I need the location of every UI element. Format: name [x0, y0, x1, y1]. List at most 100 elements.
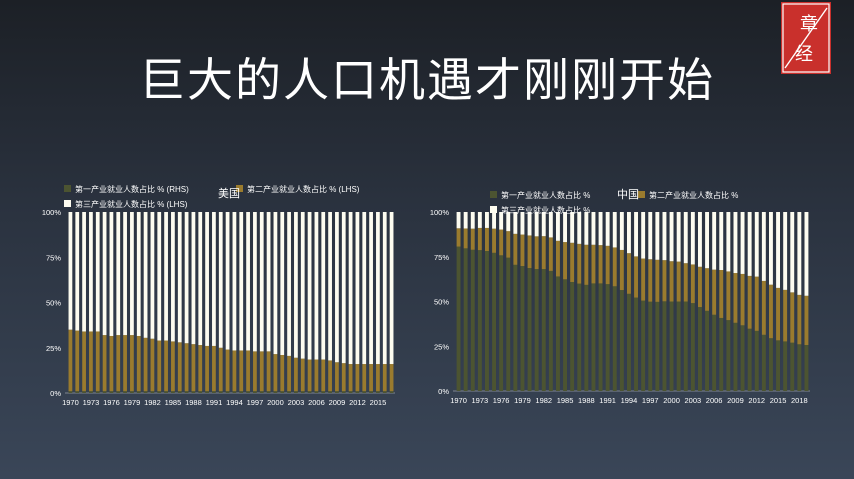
bar-segment: [239, 212, 244, 351]
bar-segment: [797, 344, 802, 391]
legend-swatch: [490, 206, 497, 213]
bar-segment: [513, 233, 518, 265]
brand-logo: 章 经: [781, 2, 831, 74]
bar-segment: [164, 212, 168, 341]
bar-segment: [690, 212, 695, 265]
bar-segment: [783, 341, 788, 391]
bar-segment: [177, 342, 182, 392]
bar-segment: [300, 358, 305, 392]
bar-segment: [184, 391, 189, 393]
bar-segment: [676, 301, 681, 391]
legend-label: 第二产业就业人数占比 %: [649, 190, 738, 200]
bar-segment: [683, 212, 688, 264]
bar-segment: [740, 325, 745, 391]
bar-segment: [555, 212, 560, 241]
bar-segment: [123, 335, 127, 392]
bar-segment: [776, 287, 781, 341]
bar-segment: [520, 266, 525, 391]
x-tick-label: 2000: [663, 396, 680, 405]
bar-segment: [382, 391, 387, 393]
bar-segment: [191, 391, 196, 393]
bar-segment: [164, 391, 168, 393]
x-tick-label: 1979: [514, 396, 531, 405]
bar-segment: [335, 212, 339, 363]
bar-segment: [761, 334, 766, 391]
bar-segment: [697, 307, 702, 391]
bar-segment: [294, 391, 298, 393]
bar-segment: [307, 212, 312, 360]
bar-segment: [690, 264, 695, 304]
bar-segment: [348, 364, 353, 392]
bar-segment: [641, 258, 646, 301]
legend-swatch: [64, 200, 71, 207]
bar-segment: [548, 270, 553, 391]
bar-segment: [456, 212, 461, 229]
x-tick-label: 2006: [308, 398, 325, 407]
bar-segment: [484, 251, 489, 391]
bar-segment: [669, 261, 674, 302]
bar-segment: [123, 391, 127, 393]
bar-segment: [68, 391, 73, 393]
bar-segment: [477, 250, 482, 391]
bar-segment: [225, 391, 230, 393]
bar-segment: [634, 212, 639, 257]
bar-segment: [341, 212, 346, 364]
y-tick-label: 25%: [434, 342, 449, 351]
bar-segment: [157, 391, 162, 393]
bar-segment: [598, 212, 603, 246]
bar-segment: [470, 212, 475, 229]
x-tick-label: 2003: [685, 396, 702, 405]
bar-segment: [648, 259, 653, 302]
y-tick-label: 75%: [434, 253, 449, 262]
bar-segment: [662, 260, 667, 302]
bar-segment: [218, 347, 223, 392]
bar-segment: [619, 290, 624, 391]
bar-segment: [527, 268, 532, 391]
bar-segment: [102, 212, 107, 336]
bar-segment: [492, 228, 497, 253]
legend-swatch: [64, 185, 71, 192]
bar-segment: [68, 329, 73, 392]
bar-segment: [712, 269, 717, 315]
bar-segment: [246, 350, 250, 392]
legend-label: 第一产业就业人数占比 %: [501, 190, 590, 200]
x-tick-label: 1994: [226, 398, 243, 407]
bar-segment: [492, 212, 497, 229]
bar-segment: [95, 212, 100, 332]
bar-segment: [191, 212, 196, 345]
bar-segment: [259, 351, 264, 392]
bar-segment: [754, 212, 759, 277]
bar-segment: [797, 212, 802, 295]
x-tick-label: 2015: [370, 398, 387, 407]
bar-segment: [389, 364, 394, 392]
bar-segment: [548, 237, 553, 271]
bar-segment: [75, 330, 80, 392]
bar-segment: [102, 391, 107, 393]
bar-segment: [307, 359, 312, 392]
bar-segment: [548, 212, 553, 238]
bar-segment: [634, 297, 639, 391]
x-tick-label: 1982: [535, 396, 552, 405]
x-tick-label: 1988: [185, 398, 202, 407]
x-tick-label: 1979: [124, 398, 141, 407]
bar-segment: [804, 295, 809, 345]
x-tick-label: 1982: [144, 398, 161, 407]
bar-segment: [463, 228, 468, 249]
bar-segment: [754, 330, 759, 391]
bar-segment: [683, 263, 688, 302]
x-tick-label: 1970: [62, 398, 79, 407]
chart-country-label: 美国: [218, 187, 240, 200]
legend-swatch: [638, 191, 645, 198]
bar-segment: [804, 212, 809, 296]
bar-segment: [150, 391, 155, 393]
bar-segment: [619, 212, 624, 250]
x-tick-label: 2009: [727, 396, 744, 405]
bar-segment: [89, 331, 93, 392]
bar-segment: [776, 340, 781, 391]
x-tick-label: 1976: [493, 396, 510, 405]
svg-text:经: 经: [795, 44, 813, 64]
bar-segment: [470, 228, 475, 250]
chart-country-label: 中国: [617, 188, 639, 201]
bar-segment: [477, 227, 482, 251]
